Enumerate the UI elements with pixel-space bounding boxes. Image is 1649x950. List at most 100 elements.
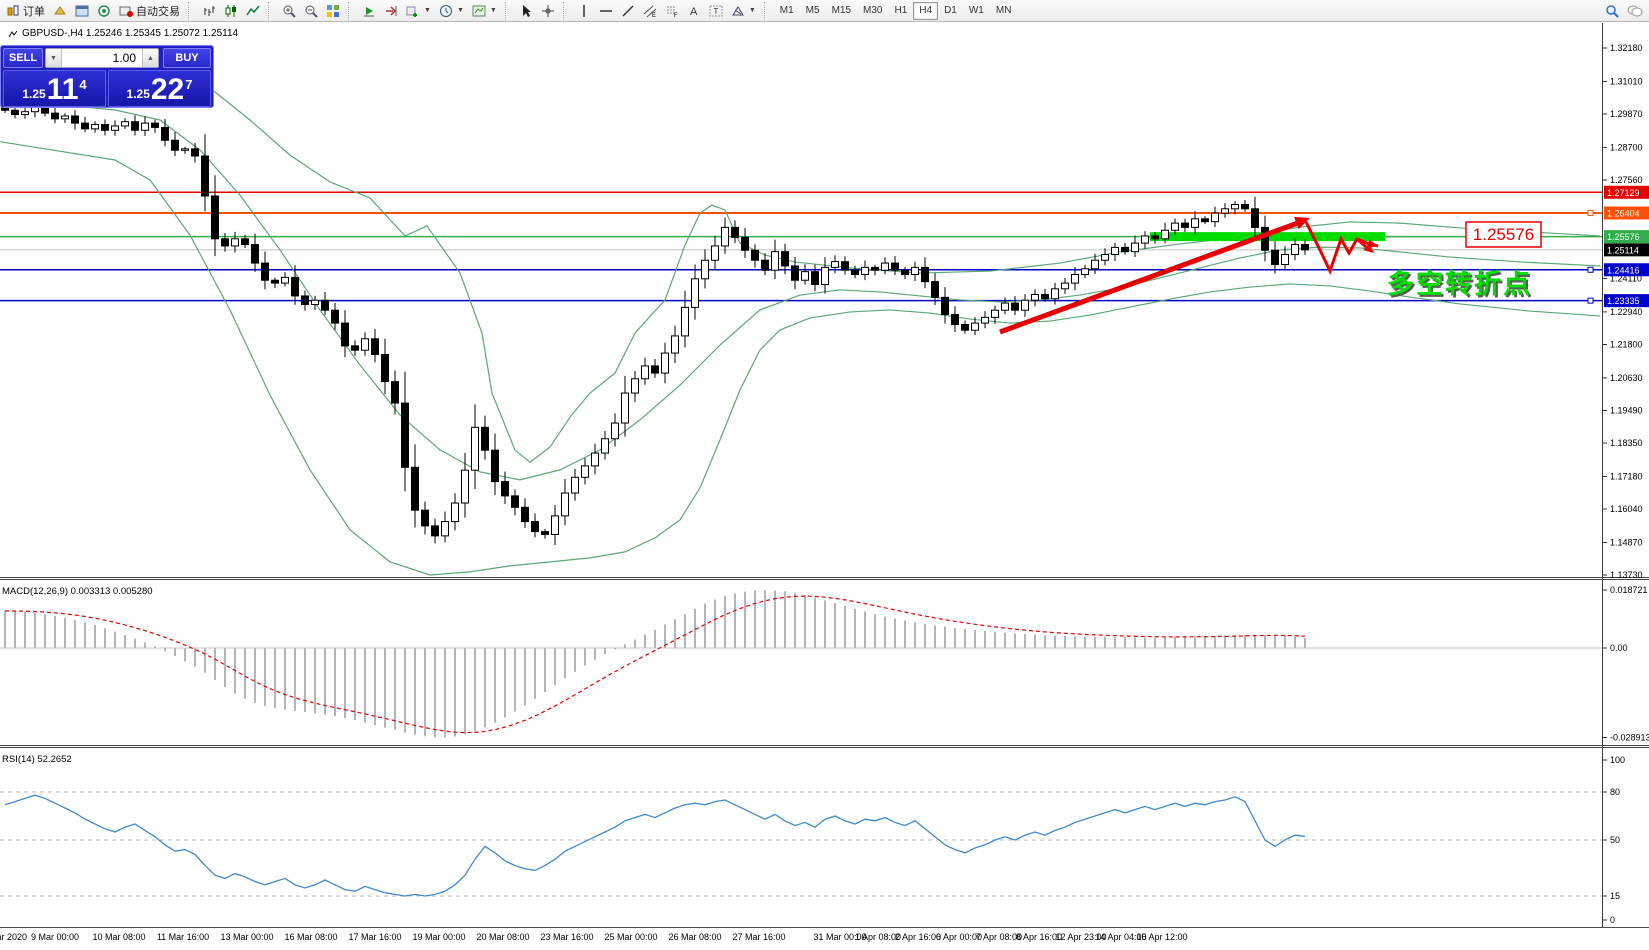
time-axis-label: 6 Apr 00:00 bbox=[936, 932, 982, 942]
candle-body bbox=[481, 426, 489, 451]
trendline-tool-button[interactable] bbox=[617, 1, 639, 21]
volume-decrease-button[interactable]: ▼ bbox=[46, 49, 62, 67]
auto-scroll-button[interactable] bbox=[358, 1, 380, 21]
candle-body bbox=[1121, 246, 1129, 253]
timeframe-m15-button[interactable]: M15 bbox=[831, 5, 852, 16]
buy-price-button[interactable]: 1.25 22 7 bbox=[108, 70, 211, 107]
price-tag bbox=[1604, 294, 1649, 308]
candle-body bbox=[1171, 222, 1179, 231]
vline-tool-button[interactable] bbox=[573, 1, 595, 21]
cursor-tool-button[interactable] bbox=[515, 1, 537, 21]
time-axis-label: 7 Apr 08:00 bbox=[976, 932, 1022, 942]
candle-body bbox=[1211, 212, 1219, 223]
price-tag-label: 1.23335 bbox=[1607, 296, 1640, 306]
arrow-head bbox=[1363, 243, 1374, 253]
timeframe-h4-button[interactable]: H4 bbox=[913, 1, 939, 20]
zoom-out-button[interactable] bbox=[300, 1, 322, 21]
sell-price-button[interactable]: 1.25 11 4 bbox=[3, 70, 106, 107]
fibonacci-tool-button[interactable]: F bbox=[661, 1, 683, 21]
candle-body bbox=[201, 155, 209, 197]
volume-field[interactable]: ▼ 1.00 ▲ bbox=[45, 48, 159, 68]
time-axis-label: 2 Apr 16:00 bbox=[895, 932, 941, 942]
timeframe-m30-button[interactable]: M30 bbox=[863, 5, 883, 16]
band-lower bbox=[0, 141, 1601, 576]
search-icon bbox=[1605, 4, 1619, 18]
chart-shift-button[interactable] bbox=[380, 1, 402, 21]
candle-body bbox=[21, 111, 29, 116]
templates-button[interactable]: ▼ bbox=[468, 1, 501, 21]
volume-increase-button[interactable]: ▲ bbox=[142, 49, 158, 67]
price-tick-label: 1.31010 bbox=[1610, 76, 1643, 86]
candlestick-chart-button[interactable] bbox=[220, 1, 242, 21]
search-button[interactable] bbox=[1601, 1, 1623, 21]
shapes-tool-button[interactable]: ▼ bbox=[727, 1, 760, 21]
chart-symbol-icon bbox=[8, 30, 18, 37]
rsi-tick-label: 15 bbox=[1610, 891, 1620, 901]
tile-windows-button[interactable] bbox=[322, 1, 344, 21]
rsi-tick-label: 100 bbox=[1610, 755, 1625, 765]
navigator-button[interactable] bbox=[93, 1, 115, 21]
text-tool-button[interactable]: A bbox=[683, 1, 705, 21]
zoom-in-button[interactable] bbox=[278, 1, 300, 21]
price-tag bbox=[1604, 263, 1649, 277]
volume-value[interactable]: 1.00 bbox=[112, 51, 136, 65]
crosshair-tool-button[interactable] bbox=[537, 1, 559, 21]
band-middle bbox=[0, 98, 1601, 481]
price-tag-label: 1.25114 bbox=[1607, 245, 1639, 255]
new-order-button[interactable]: 订单 bbox=[2, 1, 49, 21]
chat-button[interactable] bbox=[1623, 1, 1647, 21]
candle-body bbox=[241, 238, 249, 246]
auto-trading-button[interactable]: 自动交易 bbox=[115, 1, 184, 21]
price-tag-label: 1.24416 bbox=[1607, 265, 1640, 275]
trend-arrow-line[interactable] bbox=[999, 217, 1307, 335]
linechart-icon bbox=[246, 4, 260, 18]
sell-button[interactable]: SELL bbox=[3, 48, 43, 68]
candle-body bbox=[401, 402, 409, 468]
candle-body bbox=[661, 352, 669, 374]
time-axis-label: 27 Mar 16:00 bbox=[732, 932, 785, 942]
price-tick-label: 1.14870 bbox=[1610, 537, 1643, 547]
candle-body bbox=[1101, 254, 1109, 261]
svg-text:E: E bbox=[652, 13, 656, 18]
timeframe-d1-button[interactable]: D1 bbox=[944, 5, 957, 16]
add-indicator-button[interactable]: ▼ bbox=[402, 1, 435, 21]
channel-icon: E bbox=[643, 4, 657, 18]
line-chart-button[interactable] bbox=[242, 1, 264, 21]
timeframe-w1-button[interactable]: W1 bbox=[968, 5, 984, 16]
terminal-button[interactable] bbox=[71, 1, 93, 21]
timeframe-m1-button[interactable]: M1 bbox=[779, 5, 794, 16]
periods-button[interactable]: ▼ bbox=[435, 1, 468, 21]
candle-body bbox=[1051, 288, 1059, 300]
gold-icon bbox=[53, 4, 67, 18]
hline-tool-button[interactable] bbox=[595, 1, 617, 21]
toolbar-button-label: 订单 bbox=[23, 5, 45, 18]
candle-body bbox=[1261, 226, 1269, 251]
buy-button[interactable]: BUY bbox=[163, 48, 211, 68]
dropdown-arrow-icon[interactable]: ▼ bbox=[424, 7, 431, 14]
time-axis-label: 8 Apr 16:00 bbox=[1016, 932, 1062, 942]
level-handle[interactable] bbox=[1587, 297, 1594, 304]
bar-chart-button[interactable] bbox=[198, 1, 220, 21]
level-handle[interactable] bbox=[1587, 266, 1594, 273]
gold-button[interactable] bbox=[49, 1, 71, 21]
price-tick-label: 1.29870 bbox=[1610, 109, 1643, 119]
cjk-annotation-text[interactable]: 多空转折点 bbox=[1387, 268, 1532, 299]
candle-body bbox=[141, 122, 149, 131]
candle-body bbox=[411, 466, 419, 511]
label-tool-button[interactable]: T bbox=[705, 1, 727, 21]
level-handle[interactable] bbox=[1587, 209, 1594, 216]
equidistant-channel-button[interactable]: E bbox=[639, 1, 661, 21]
dropdown-arrow-icon[interactable]: ▼ bbox=[748, 7, 756, 14]
price-tick-label: 1.28700 bbox=[1610, 142, 1643, 152]
dropdown-arrow-icon[interactable]: ▼ bbox=[489, 7, 497, 14]
timeframe-mn-button[interactable]: MN bbox=[995, 5, 1012, 16]
timeframe-h1-button[interactable]: H1 bbox=[894, 5, 908, 16]
dropdown-arrow-icon[interactable]: ▼ bbox=[456, 7, 464, 14]
price-callout-box[interactable] bbox=[1465, 221, 1542, 248]
timeframe-m5-button[interactable]: M5 bbox=[805, 5, 820, 16]
time-axis-label: 12 Apr 23:00 bbox=[1055, 932, 1106, 942]
candle-body bbox=[101, 124, 109, 131]
arrow-head bbox=[1294, 216, 1310, 230]
